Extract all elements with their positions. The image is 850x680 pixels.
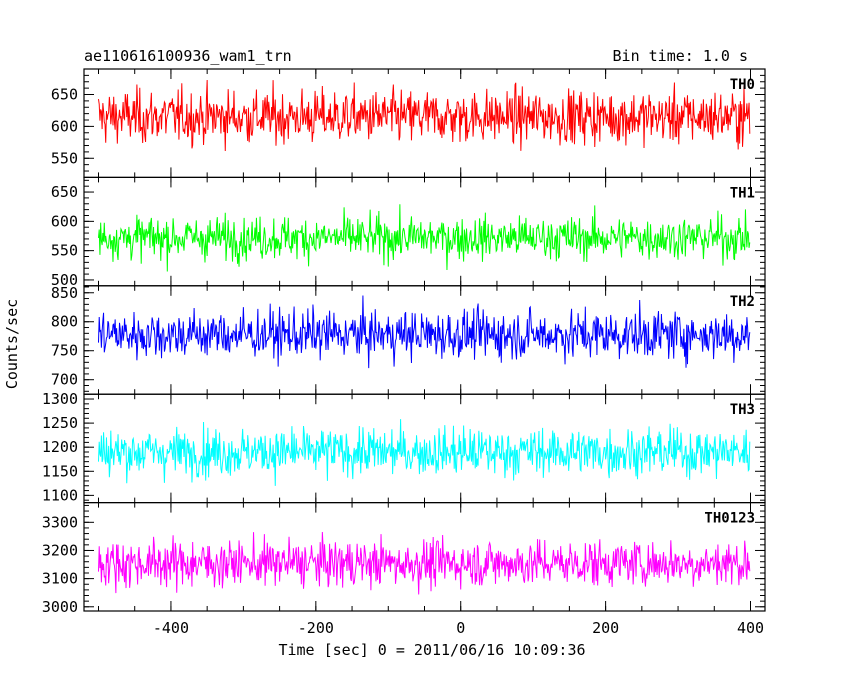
x-axis-label: Time [sec] 0 = 2011/06/16 10:09:36 bbox=[278, 641, 585, 659]
series-line-th1 bbox=[97, 204, 751, 272]
panel-th3: 1100 1150 1200 1250 1300 TH3 bbox=[42, 390, 766, 504]
y-tick-label: 500 bbox=[51, 271, 78, 289]
series-line-th3 bbox=[97, 419, 751, 486]
x-tick-label: 0 bbox=[456, 619, 465, 637]
y-tick-label: 800 bbox=[51, 313, 78, 331]
panel-name-label: TH3 bbox=[730, 402, 755, 418]
panel-th0: 550 600 650 TH0 bbox=[51, 68, 766, 179]
y-tick-label: 550 bbox=[51, 149, 78, 167]
y-tick-label: 3300 bbox=[42, 513, 78, 531]
y-tick-label: 3100 bbox=[42, 570, 78, 588]
y-tick-label: 600 bbox=[51, 117, 78, 135]
panel-th1: 500 550 600 650 TH1 bbox=[51, 176, 766, 289]
y-tick-label: 650 bbox=[51, 86, 78, 104]
y-tick-label: 750 bbox=[51, 342, 78, 360]
x-tick-label: -400 bbox=[153, 619, 189, 637]
y-tick-label: 1300 bbox=[42, 390, 78, 408]
y-tick-label: 1200 bbox=[42, 438, 78, 456]
panel-frame bbox=[83, 285, 766, 395]
panel-name-label: TH2 bbox=[730, 294, 755, 310]
series-line-th0123 bbox=[97, 531, 751, 595]
y-tick-label: 1250 bbox=[42, 414, 78, 432]
y-axis-label: Counts/sec bbox=[3, 299, 21, 389]
y-tick-label: 600 bbox=[51, 212, 78, 230]
series-line-th0 bbox=[97, 80, 751, 151]
panel-name-label: TH0123 bbox=[704, 511, 755, 527]
x-tick-label: 400 bbox=[737, 619, 764, 637]
y-tick-label: 850 bbox=[51, 284, 78, 302]
y-tick-label: 700 bbox=[51, 371, 78, 389]
x-tick-label: 200 bbox=[592, 619, 619, 637]
panels-group: 550 600 650 TH0 500 550 600 650 TH1 700 750 800 850 T… bbox=[42, 68, 766, 637]
panel-th2: 700 750 800 850 TH2 bbox=[51, 284, 766, 395]
y-tick-label: 3200 bbox=[42, 541, 78, 559]
series-line-th2 bbox=[97, 295, 751, 369]
y-tick-label: 1100 bbox=[42, 486, 78, 504]
panel-th0123: 3000 3100 3200 3300 TH0123 bbox=[42, 502, 766, 616]
y-tick-label: 550 bbox=[51, 242, 78, 260]
panel-name-label: TH0 bbox=[730, 77, 755, 93]
y-tick-label: 650 bbox=[51, 183, 78, 201]
panel-name-label: TH1 bbox=[730, 185, 755, 201]
chart-title-right: Bin time: 1.0 s bbox=[613, 47, 748, 65]
x-tick-label: -200 bbox=[298, 619, 334, 637]
y-tick-label: 3000 bbox=[42, 598, 78, 616]
chart-title-left: ae110616100936_wam1_trn bbox=[84, 47, 292, 65]
y-tick-label: 1150 bbox=[42, 462, 78, 480]
